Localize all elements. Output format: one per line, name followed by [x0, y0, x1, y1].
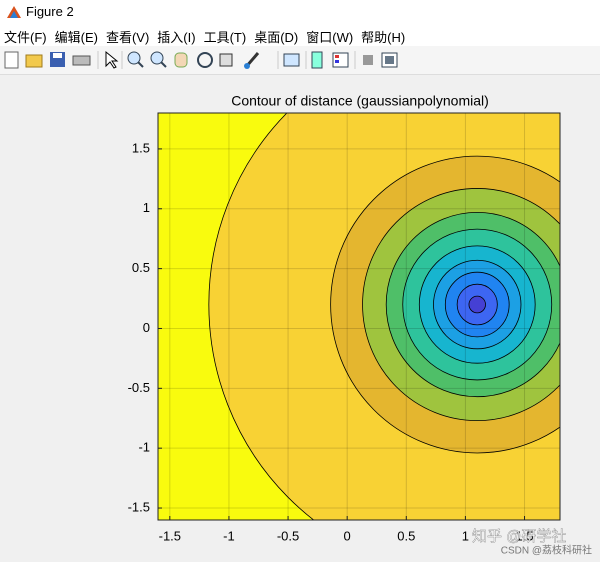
- toolbar-button[interactable]: [381, 52, 398, 68]
- x-tick-label: 0: [344, 528, 351, 543]
- figure-canvas: Contour of distance (gaussianpolynomial)…: [128, 93, 592, 557]
- menu-item[interactable]: 帮助(H): [361, 30, 406, 45]
- menu-item[interactable]: 文件(F): [4, 30, 47, 45]
- y-tick-label: 1.5: [132, 140, 150, 155]
- toolbar-button[interactable]: [332, 52, 349, 68]
- x-tick-label: -1: [223, 528, 235, 543]
- x-tick-label: 1.5: [515, 528, 533, 543]
- toolbar-button[interactable]: [105, 50, 119, 69]
- axes: -1.5 -1 -0.5 0 0.5 1 1.5-1.5-1-0.500.511.5知乎 @…: [128, 112, 592, 557]
- toolbar-button[interactable]: [150, 51, 167, 68]
- y-tick-label: -0.5: [128, 380, 150, 395]
- menu-item[interactable]: 窗口(W): [306, 30, 354, 45]
- plot-area: [158, 113, 560, 520]
- toolbar-button[interactable]: [283, 53, 300, 67]
- menu-item[interactable]: 桌面(D): [254, 30, 299, 45]
- y-tick-label: -1.5: [128, 499, 150, 514]
- y-tick-label: -1: [138, 440, 150, 455]
- toolbar-button[interactable]: [197, 52, 213, 68]
- toolbar-button[interactable]: [363, 55, 373, 65]
- toolbar-button[interactable]: [174, 52, 188, 68]
- chart-title: Contour of distance (gaussianpolynomial): [231, 93, 489, 109]
- toolbar-button[interactable]: [4, 51, 19, 69]
- title-bar: Figure 2: [0, 0, 600, 24]
- toolbar-button[interactable]: [219, 53, 233, 67]
- toolbar-button[interactable]: [311, 51, 323, 69]
- x-tick-label: 0.5: [397, 528, 415, 543]
- toolbar-button[interactable]: [127, 51, 144, 68]
- menu-item[interactable]: 插入(I): [157, 30, 196, 45]
- toolbar-button[interactable]: [72, 55, 91, 66]
- menu-item[interactable]: 查看(V): [105, 30, 150, 45]
- axes-box: [157, 112, 561, 521]
- watermark: CSDN @荔枝科研社: [501, 544, 592, 557]
- toolbar-button[interactable]: [25, 54, 43, 68]
- contour-region: [468, 295, 486, 314]
- window-title: Figure 2: [26, 4, 74, 19]
- x-tick-label: 1: [462, 528, 469, 543]
- y-tick-label: 0.5: [132, 260, 150, 275]
- watermark: 知乎 @研学社: [472, 528, 566, 545]
- toolbar: [0, 46, 600, 75]
- y-tick-label: 0: [143, 320, 150, 335]
- app-icon: [7, 6, 21, 18]
- toolbar-button[interactable]: [244, 52, 260, 69]
- x-tick-label: -0.5: [277, 528, 299, 543]
- menu-item[interactable]: 工具(T): [203, 30, 247, 45]
- toolbar-icons: [4, 50, 398, 69]
- menu-bar: 文件(F) 编辑(E) 查看(V) 插入(I) 工具(T) 桌面(D) 窗口(W) 帮助(H): [0, 24, 600, 46]
- x-tick-label: -1.5: [159, 528, 181, 543]
- menu-item[interactable]: 编辑(E): [54, 30, 98, 45]
- toolbar-button[interactable]: [50, 52, 65, 67]
- y-tick-label: 1: [143, 200, 150, 215]
